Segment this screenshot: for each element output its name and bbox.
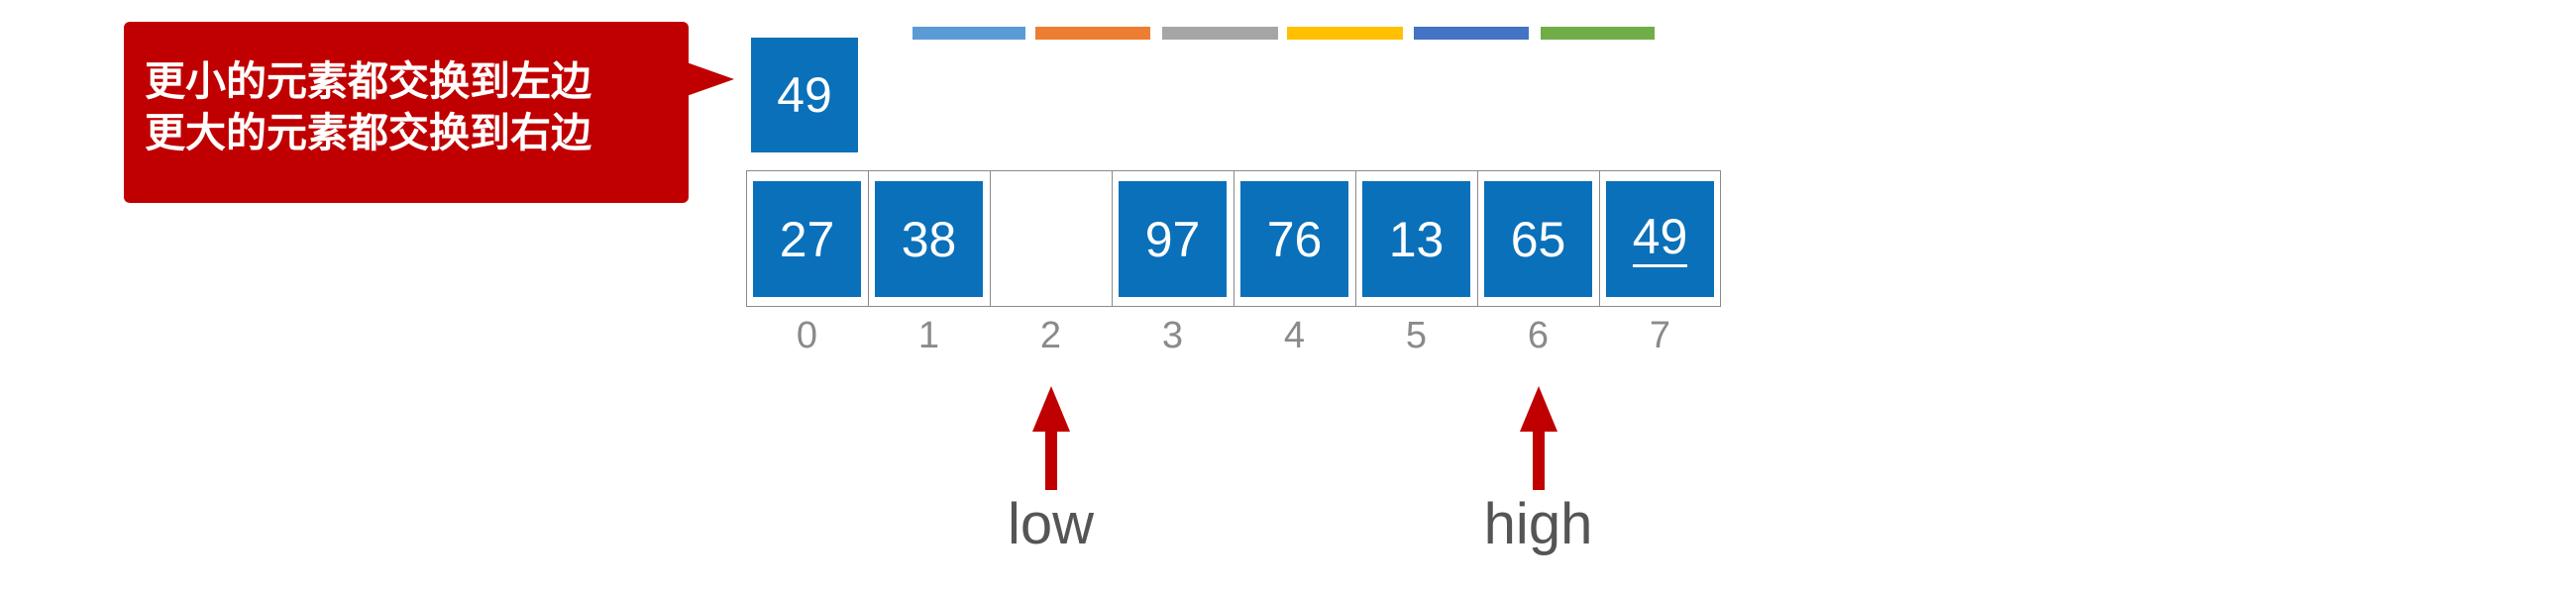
cell-value: 27 [779, 211, 835, 267]
slot-divider [1112, 170, 1113, 307]
array-index: 3 [1161, 315, 1184, 356]
array-index: 4 [1283, 315, 1306, 356]
array-index: 2 [1039, 315, 1062, 356]
pointer-label-high: high [1483, 492, 1593, 556]
slot-divider [1355, 170, 1356, 307]
array-index: 1 [917, 315, 940, 356]
cell-value: 65 [1510, 211, 1566, 267]
array-cell: 27 [753, 181, 861, 297]
array-index: 7 [1649, 315, 1671, 356]
color-bar [1162, 27, 1278, 40]
callout-line-larger: 更大的元素都交换到右边 [145, 109, 591, 156]
color-bar [1541, 27, 1655, 40]
array-index: 0 [796, 315, 818, 356]
array-index: 6 [1527, 315, 1550, 356]
cell-value: 13 [1388, 211, 1445, 267]
color-bar [912, 27, 1025, 40]
cell-value: 38 [901, 211, 957, 267]
array-index: 5 [1405, 315, 1428, 356]
callout-pointer [687, 62, 734, 96]
callout-line-smaller: 更小的元素都交换到左边 [145, 57, 591, 105]
array-cell: 13 [1362, 181, 1470, 297]
pivot-element: 49 [751, 38, 858, 152]
up-arrow-icon [1519, 386, 1557, 490]
color-bar [1035, 27, 1150, 40]
pointer-label-low: low [1007, 492, 1095, 556]
explanation-callout: 更小的元素都交换到左边 更大的元素都交换到右边 [124, 22, 689, 203]
array-cell: 97 [1119, 181, 1227, 297]
array-cell: 49 [1606, 181, 1714, 297]
color-bar [1414, 27, 1529, 40]
cell-value: 49 [1632, 212, 1688, 267]
cell-value: 76 [1266, 211, 1323, 267]
empty-slot [990, 170, 1112, 307]
slot-divider [868, 170, 869, 307]
slot-divider [1599, 170, 1600, 307]
color-bar [1287, 27, 1403, 40]
array-cell: 65 [1484, 181, 1592, 297]
array-cell: 76 [1240, 181, 1348, 297]
slot-divider [990, 170, 991, 307]
cell-value: 97 [1144, 211, 1201, 267]
slot-divider [1477, 170, 1478, 307]
array-cell: 38 [875, 181, 983, 297]
up-arrow-icon [1031, 386, 1070, 490]
